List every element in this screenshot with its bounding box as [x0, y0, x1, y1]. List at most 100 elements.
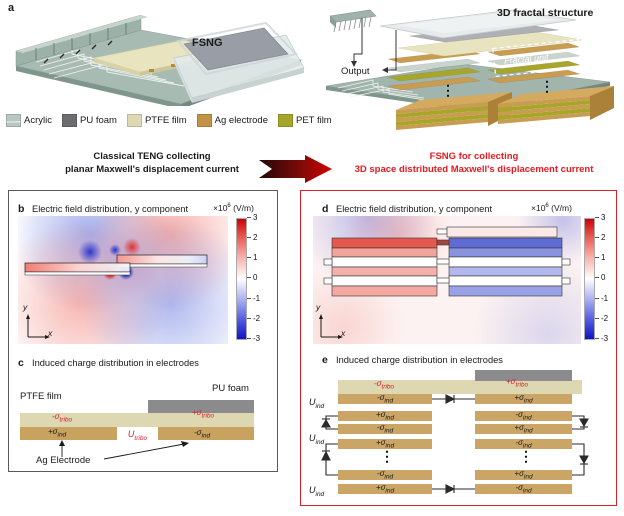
- layer-continuation-dots-left: ⋮: [441, 82, 455, 98]
- diode-icon-right-1: [579, 418, 589, 428]
- panel-a-label: a: [8, 2, 15, 14]
- planar-teng-illustration: [14, 14, 305, 106]
- electrode-row4-right: -σind: [475, 438, 572, 450]
- right-electrode-c: [158, 427, 254, 440]
- electrode-row6-right: -σind: [475, 483, 572, 495]
- panel-d-title: Electric field distribution, y component: [336, 204, 493, 214]
- layer-continuation-dots-right: ⋮: [540, 78, 554, 94]
- neg-induced-charge-c: -σind: [194, 428, 211, 440]
- legend-item-ptfe-film: PTFE film: [126, 114, 187, 127]
- panel-e-title: Induced charge distribution in electrode…: [336, 355, 503, 365]
- pu-foam-layer-e: [475, 370, 572, 381]
- ptfe-film-label-c: PTFE film: [20, 391, 62, 402]
- classical-teng-box: [8, 190, 278, 472]
- colorbar-d: [584, 218, 595, 340]
- legend-item-ag-electrode: Ag electrode: [196, 114, 268, 127]
- fsng-caption: FSNG for collecting 3D space distributed…: [354, 151, 594, 175]
- right-thick-stack: [498, 86, 614, 124]
- panel-b-label: b: [18, 203, 25, 215]
- fractal-unit-dashed-box: [492, 38, 582, 78]
- pu-foam-plate: [183, 27, 289, 71]
- x-axis-label-b: x: [48, 328, 53, 338]
- pos-induced-charge-c: +σind: [48, 427, 67, 439]
- acrylic-rim: [176, 21, 298, 76]
- ag-electrode-swatch: [196, 114, 212, 127]
- pu-foam-layer-c: [148, 400, 254, 413]
- pu-foam-label-c: PU foam: [212, 383, 249, 394]
- colorbar-ticks-b: 3 2 1 0 -1 -2 -3: [247, 213, 269, 343]
- electrode-row5-left: -σind: [338, 469, 432, 481]
- electrode-row2-right: -σind: [475, 410, 572, 422]
- electrode-row2-left: +σind: [338, 410, 432, 422]
- ag-electrode-label-c: Ag Electrode: [36, 455, 91, 466]
- u-ind-label-3: Uind: [309, 485, 325, 498]
- fractal-structure-illustration: [325, 9, 614, 130]
- electrode-traces: [337, 79, 431, 102]
- panel-e-label: e: [322, 354, 328, 366]
- y-axis-label-b: y: [23, 302, 28, 312]
- left-electrode-c: [20, 427, 117, 440]
- transition-arrow-icon: [259, 155, 332, 183]
- fsng-slider-stack: [173, 21, 305, 103]
- diode-icon-top-middle: [445, 394, 456, 404]
- annotation-arrows-c: [59, 440, 189, 460]
- wire-arrowhead-down: [351, 61, 357, 67]
- pos-tribo-charge-c: +σtribo: [192, 408, 215, 420]
- fsng-box: [300, 190, 617, 506]
- left-thick-stack: [396, 92, 512, 130]
- field-hotspots: [18, 216, 228, 344]
- electrode-row1-left: -σind: [338, 393, 432, 405]
- colorbar-title-b: ×106 (V/m): [213, 203, 254, 213]
- fractal-structure-title: 3D fractal structure: [497, 7, 594, 19]
- fsng-label: FSNG: [192, 37, 223, 49]
- u-ind-label-1: Uind: [309, 397, 325, 410]
- panel-c-label: c: [18, 357, 24, 369]
- electrode-row3-right: +σind: [475, 423, 572, 435]
- pu-foam-swatch: [61, 114, 77, 127]
- y-axis-label-d: y: [316, 302, 321, 312]
- electrode-row3-left: -σind: [338, 423, 432, 435]
- chip-pins: [333, 16, 372, 33]
- u-ind-label-2: Uind: [309, 433, 325, 446]
- acrylic-swatch: [6, 114, 21, 127]
- diode-icon-bottom-middle: [445, 484, 456, 494]
- legend-item-acrylic: Acrylic: [6, 114, 52, 127]
- row-continuation-dots-left: ⋮: [380, 448, 394, 464]
- rectifier-circuit-wires-e: [321, 394, 589, 494]
- output-connector-chip: [329, 9, 377, 33]
- ptfe-film-swatch: [126, 114, 142, 127]
- diode-icon-right-2: [579, 455, 589, 465]
- panel-c-title: Induced charge distribution in electrode…: [32, 358, 199, 368]
- ptfe-layer-e: [338, 380, 582, 394]
- stacked-electrode-layers: [323, 226, 571, 297]
- diode-icon-left-1: [321, 418, 331, 428]
- diode-icon-left-2: [321, 450, 331, 461]
- panel-d-label: d: [322, 203, 329, 215]
- connector-wall: [15, 14, 148, 67]
- legend-item-pet-film: PET film: [278, 114, 332, 127]
- axis-indicator: [27, 318, 46, 338]
- panel-b-title: Electric field distribution, y component: [32, 204, 189, 214]
- electrode-row6-left: +σind: [338, 483, 432, 495]
- axis-indicator: [320, 318, 339, 338]
- field-plot-b: [18, 216, 228, 344]
- output-wires: [353, 18, 397, 71]
- electrode-row1-right: +σind: [475, 393, 572, 405]
- connector-clips: [43, 40, 113, 64]
- colorbar-title-d: ×106 (V/m): [531, 203, 572, 213]
- electrode-row4-left: +σind: [338, 438, 432, 450]
- neg-tribo-charge-e: -σtribo: [374, 379, 395, 391]
- u-tribo-label: Utribo: [127, 429, 148, 442]
- legend-item-pu-foam: PU foam: [61, 114, 117, 127]
- ptfe-layer-c: [20, 413, 254, 427]
- wire-arrowhead-left: [382, 67, 388, 73]
- colorbar-ticks-d: 3 2 1 0 -1 -2 -3: [595, 213, 617, 343]
- electrode-outlines: [24, 254, 208, 276]
- colorbar-b: [236, 218, 247, 340]
- neg-tribo-charge-c: -σtribo: [52, 412, 73, 424]
- row-continuation-dots-right: ⋮: [519, 448, 533, 464]
- right-fractal-layers: [487, 42, 581, 84]
- electrode-row5-right: +σind: [475, 469, 572, 481]
- pet-film-swatch: [278, 114, 293, 127]
